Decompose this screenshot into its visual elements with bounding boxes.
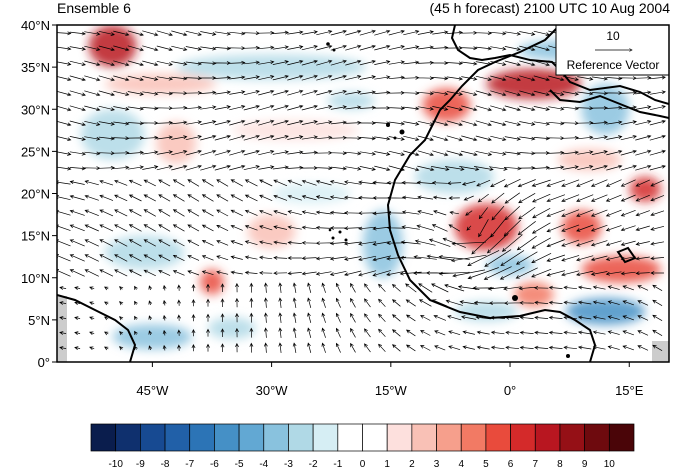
anomaly-region <box>104 235 185 270</box>
colorbar-label: -1 <box>333 459 342 470</box>
colorbar-label: 4 <box>458 459 464 470</box>
colorbar-swatch <box>436 423 462 452</box>
anomaly-region <box>247 214 296 249</box>
colorbar-label: -4 <box>259 459 268 470</box>
anomaly-region <box>414 159 495 194</box>
colorbar-swatch <box>559 423 585 452</box>
colorbar-label: -3 <box>284 459 293 470</box>
lat-tick-label: 35°N <box>21 60 50 75</box>
wind-anomaly-shading <box>80 25 662 350</box>
lon-tick-label: 45°W <box>136 383 169 398</box>
reference-vector-magnitude: 10 <box>606 29 620 43</box>
colorbar-swatch <box>510 423 536 452</box>
colorbar-swatch <box>485 423 511 452</box>
anomaly-region <box>80 109 145 160</box>
anomaly-region <box>88 25 137 68</box>
reference-vector-label: Reference Vector <box>567 58 660 72</box>
colorbar-label: -9 <box>136 459 145 470</box>
colorbar-label: -5 <box>235 459 244 470</box>
wind-vector-field <box>57 29 666 353</box>
colorbar-swatch <box>140 423 166 452</box>
anomaly-region <box>271 183 352 204</box>
coastlines <box>57 25 669 362</box>
lon-tick-label: 15°W <box>375 383 408 398</box>
lat-tick-label: 40°N <box>21 18 50 33</box>
colorbar-label: 9 <box>582 459 588 470</box>
colorbar-swatch <box>608 423 635 452</box>
anomaly-region <box>557 148 622 171</box>
colorbar-swatch <box>386 423 413 452</box>
colorbar-swatch <box>460 423 487 452</box>
colorbar-swatch <box>337 423 363 452</box>
colorbar-label: 8 <box>557 459 563 470</box>
colorbar-swatch <box>411 423 437 452</box>
colorbar-label: -6 <box>210 459 219 470</box>
mediterranean-coastline <box>549 89 669 119</box>
lon-tick-label: 0° <box>504 383 516 398</box>
colorbar-swatch <box>90 423 117 452</box>
colorbar-label: -8 <box>161 459 170 470</box>
colorbar-swatch <box>263 423 289 452</box>
lat-tick-label: 20°N <box>21 187 50 202</box>
anomaly-region <box>112 324 193 350</box>
colorbar-label: -2 <box>309 459 318 470</box>
europe-coastline <box>450 25 669 105</box>
colorbar-swatch <box>164 423 191 452</box>
wind-vectors <box>57 29 666 353</box>
anomaly-region <box>156 121 197 165</box>
colorbar-label: 0 <box>360 459 366 470</box>
colorbar-swatch <box>534 423 561 452</box>
south-america-coastline <box>57 294 137 362</box>
colorbar-label: 2 <box>409 459 415 470</box>
colorbar-label: -7 <box>185 459 194 470</box>
lon-tick-label: 15°E <box>615 383 644 398</box>
anomaly-region <box>200 269 224 295</box>
colorbar-label: 5 <box>483 459 489 470</box>
anomaly-region <box>208 317 256 340</box>
colorbar-label: 6 <box>508 459 514 470</box>
anomaly-region <box>176 54 367 80</box>
anomaly-region <box>581 255 662 283</box>
colorbar-swatch <box>312 423 339 452</box>
anomaly-region <box>486 255 534 276</box>
anomaly-region <box>104 73 216 95</box>
anomaly-region <box>486 68 582 100</box>
lat-tick-label: 10°N <box>21 271 50 286</box>
anomaly-region <box>454 203 518 251</box>
ensemble-title: Ensemble 6 <box>57 0 131 16</box>
colorbar-label: 3 <box>434 459 440 470</box>
anomaly-region <box>363 210 403 278</box>
colorbar-swatch <box>214 423 240 452</box>
colorbar-swatch <box>288 423 314 452</box>
colorbar: -10 -9 -8 -7 -6 -5 -4 -3 -2 -1 0 1 2 3 4 5 6 7 8 9 10 <box>90 423 635 470</box>
colorbar-swatch <box>189 423 215 452</box>
lon-tick-label: 30°W <box>256 383 289 398</box>
missing-data-region <box>652 341 669 362</box>
africa-coastline <box>386 27 597 362</box>
missing-data-region <box>57 296 67 362</box>
lat-tick-label: 5°N <box>28 313 50 328</box>
lat-tick-label: 0° <box>38 355 50 370</box>
anomaly-region <box>231 120 360 141</box>
colorbar-swatch <box>238 423 265 452</box>
lat-tick-label: 30°N <box>21 102 50 117</box>
forecast-time-title: (45 h forecast) 2100 UTC 10 Aug 2004 <box>429 0 670 16</box>
colorbar-swatch <box>584 423 610 452</box>
anomaly-region <box>327 92 375 110</box>
lat-tick-label: 25°N <box>21 144 50 159</box>
anomaly-region <box>561 210 602 245</box>
colorbar-label: 1 <box>384 459 390 470</box>
plot-area: 10 Reference Vector <box>57 25 669 362</box>
anomaly-region <box>422 88 471 122</box>
reference-vector-legend: 10 Reference Vector <box>555 25 669 76</box>
colorbar-label: 10 <box>604 459 616 470</box>
colorbar-swatch <box>115 423 141 452</box>
lat-tick-label: 15°N <box>21 229 50 244</box>
map-axes: 0° 5°N 10°N 15°N 20°N 25°N 30°N 35°N 40°N 45°W 30°… <box>21 18 644 398</box>
colorbar-label: -10 <box>108 459 123 470</box>
anomaly-region <box>581 83 630 135</box>
colorbar-label: 7 <box>532 459 538 470</box>
colorbar-swatch <box>362 423 388 452</box>
